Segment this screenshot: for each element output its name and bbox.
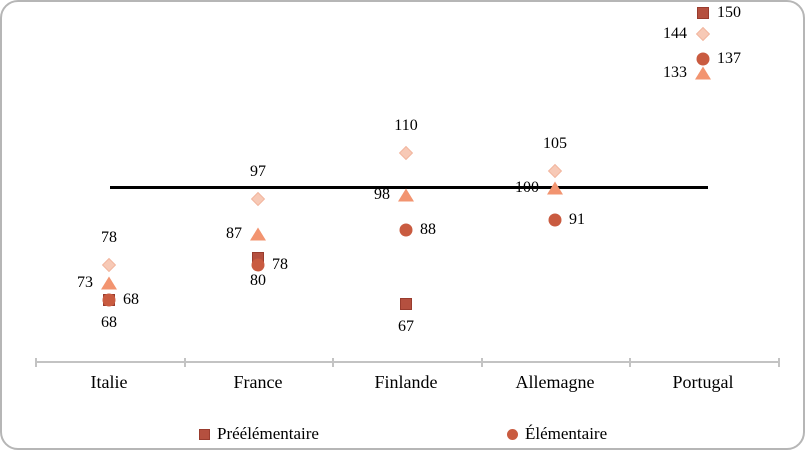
triangle-data-point-marker [695, 66, 711, 79]
triangle-data-point-marker [398, 188, 414, 202]
circle-data-point-marker [399, 223, 413, 237]
triangle-data-point-marker [250, 227, 266, 240]
axis-tick [35, 358, 37, 367]
data-point-label: 67 [398, 317, 414, 335]
circle-data-point-marker [251, 258, 265, 272]
diamond-data-point-marker [101, 257, 117, 273]
data-point-label: 150 [717, 4, 741, 21]
legend-item-elementaire: Élémentaire [507, 423, 607, 445]
axis-tick [778, 358, 780, 367]
legend-label: Élémentaire [525, 424, 608, 443]
data-point-label: 100 [515, 179, 539, 196]
data-point-label: 68 [123, 291, 139, 308]
category-label-portugal: Portugal [672, 372, 734, 392]
data-point-label: 88 [420, 221, 436, 238]
circle-data-point-marker [102, 293, 116, 307]
data-point-label: 91 [569, 210, 585, 228]
data-point-label: 105 [543, 134, 567, 152]
reference-line-100 [110, 186, 708, 189]
legend: Préélémentaire Élémentaire [2, 423, 803, 447]
diamond-data-point-marker [398, 145, 414, 161]
axis-tick [332, 358, 334, 367]
square-marker-icon [199, 428, 210, 440]
axis-tick [481, 358, 483, 367]
x-axis-line [35, 361, 778, 363]
square-data-point-marker [400, 297, 412, 310]
square-data-point-marker [697, 7, 709, 19]
diamond-data-point-marker [250, 191, 266, 206]
data-point-label: 133 [663, 63, 687, 81]
legend-label: Préélémentaire [217, 424, 319, 443]
data-point-label: 80 [250, 272, 266, 289]
data-point-label: 78 [101, 229, 117, 246]
category-label-italie: Italie [90, 372, 128, 392]
triangle-data-point-marker [547, 181, 563, 195]
data-point-label: 97 [250, 162, 266, 180]
data-point-label: 73 [77, 273, 93, 291]
circle-data-point-marker [548, 213, 562, 226]
axis-tick [184, 358, 186, 367]
circle-marker-icon [507, 428, 518, 440]
data-point-label: 98 [374, 186, 390, 203]
axis-tick [629, 358, 631, 367]
data-point-label: 87 [226, 224, 242, 242]
data-point-label: 68 [101, 314, 117, 331]
data-point-label: 110 [394, 117, 418, 134]
circle-data-point-marker [696, 52, 710, 65]
legend-item-preelementaire: Préélémentaire [199, 423, 319, 445]
diamond-data-point-marker [547, 163, 563, 178]
category-label-finlande: Finlande [374, 372, 438, 392]
category-label-allemagne: Allemagne [515, 372, 595, 392]
diamond-data-point-marker [695, 26, 711, 42]
data-point-label: 137 [717, 49, 741, 67]
triangle-data-point-marker [101, 276, 117, 289]
data-point-label: 144 [663, 25, 687, 42]
category-label-france: France [233, 372, 283, 392]
data-point-label: 78 [272, 256, 288, 273]
